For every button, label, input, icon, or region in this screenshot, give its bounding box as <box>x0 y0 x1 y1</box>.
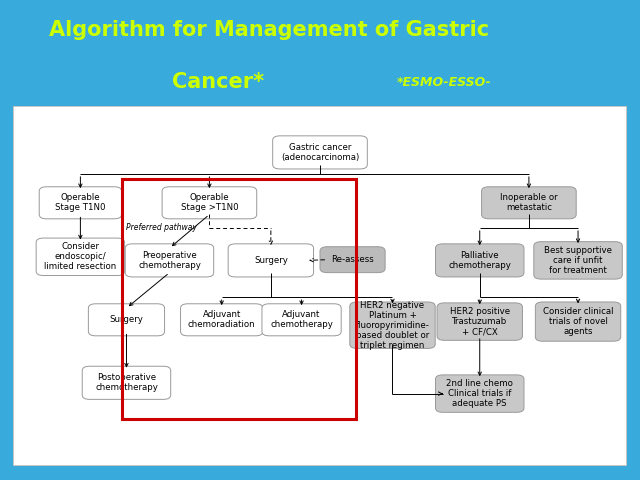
FancyBboxPatch shape <box>350 302 435 348</box>
FancyBboxPatch shape <box>180 304 263 336</box>
FancyBboxPatch shape <box>262 304 341 336</box>
FancyBboxPatch shape <box>435 244 524 277</box>
FancyBboxPatch shape <box>535 302 621 341</box>
Text: Inoperable or
metastatic: Inoperable or metastatic <box>500 193 557 212</box>
Text: Palliative
chemotherapy: Palliative chemotherapy <box>448 251 511 270</box>
FancyBboxPatch shape <box>228 244 314 277</box>
FancyBboxPatch shape <box>13 106 627 466</box>
Text: 2nd line chemo
Clinical trials if
adequate PS: 2nd line chemo Clinical trials if adequa… <box>446 379 513 408</box>
Text: Operable
Stage >T1N0: Operable Stage >T1N0 <box>180 193 238 212</box>
Text: HER2 positive
Trastuzumab
+ CF/CX: HER2 positive Trastuzumab + CF/CX <box>450 307 510 336</box>
Text: Adjuvant
chemoradiation: Adjuvant chemoradiation <box>188 310 255 329</box>
Text: Consider clinical
trials of novel
agents: Consider clinical trials of novel agents <box>543 307 613 336</box>
Text: Gastric cancer
(adenocarcinoma): Gastric cancer (adenocarcinoma) <box>281 143 359 162</box>
Text: *ESMO-ESSO-: *ESMO-ESSO- <box>397 76 492 89</box>
FancyBboxPatch shape <box>125 244 214 277</box>
FancyBboxPatch shape <box>82 366 171 399</box>
Text: HER2 negative
Platinum +
fluoropyrimidine-
based doublet or
triplet regimen: HER2 negative Platinum + fluoropyrimidin… <box>356 300 429 350</box>
FancyBboxPatch shape <box>162 187 257 219</box>
FancyBboxPatch shape <box>481 187 576 219</box>
FancyBboxPatch shape <box>36 238 125 276</box>
FancyBboxPatch shape <box>534 242 622 279</box>
Text: Postoperative
chemotherapy: Postoperative chemotherapy <box>95 373 158 392</box>
FancyBboxPatch shape <box>437 303 522 340</box>
Text: Adjuvant
chemotherapy: Adjuvant chemotherapy <box>270 310 333 329</box>
FancyBboxPatch shape <box>273 136 367 169</box>
Text: Surgery: Surgery <box>254 256 288 265</box>
Text: Re-assess: Re-assess <box>331 255 374 264</box>
FancyBboxPatch shape <box>39 187 122 219</box>
FancyBboxPatch shape <box>435 375 524 412</box>
Text: Algorithm for Management of Gastric: Algorithm for Management of Gastric <box>49 20 489 39</box>
Text: Operable
Stage T1N0: Operable Stage T1N0 <box>55 193 106 212</box>
Text: Surgery: Surgery <box>109 315 143 324</box>
Text: Cancer*: Cancer* <box>172 72 264 92</box>
Text: Best supportive
care if unfit
for treatment: Best supportive care if unfit for treatm… <box>544 246 612 275</box>
FancyBboxPatch shape <box>320 247 385 273</box>
Text: Preoperative
chemotherapy: Preoperative chemotherapy <box>138 251 201 270</box>
Text: Consider
endoscopic/
limited resection: Consider endoscopic/ limited resection <box>44 242 116 271</box>
Text: Preferred pathway: Preferred pathway <box>127 224 197 232</box>
Bar <box>122 179 356 419</box>
FancyBboxPatch shape <box>88 304 164 336</box>
